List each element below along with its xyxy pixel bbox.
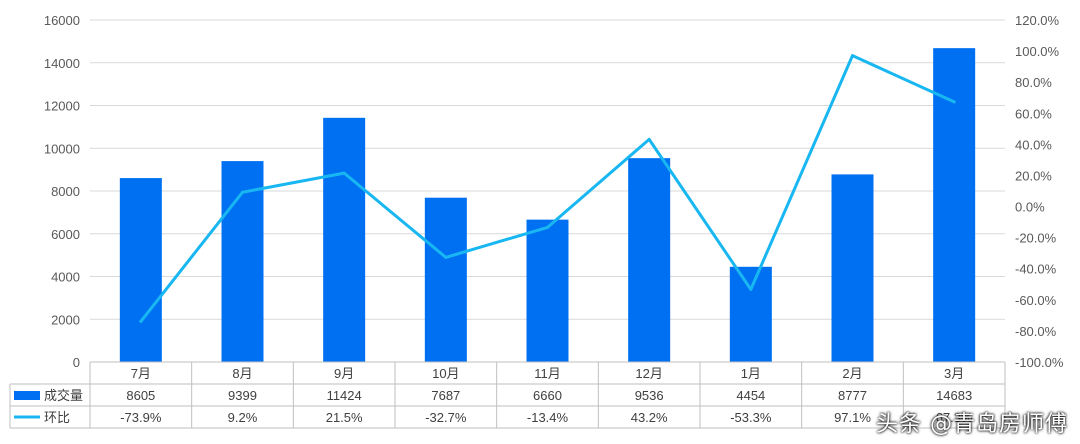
y-right-tick-label: 120.0% — [1015, 13, 1060, 28]
line-point — [647, 137, 651, 141]
table-cell-volume: 7687 — [431, 388, 460, 403]
y-right-tick-label: -80.0% — [1015, 324, 1057, 339]
table-cell-volume: 9399 — [228, 388, 257, 403]
y-left-tick-label: 10000 — [44, 141, 80, 156]
y-left-tick-label: 12000 — [44, 99, 80, 114]
y-left-tick-label: 2000 — [51, 312, 80, 327]
legend-label-huanbi: 环比 — [44, 411, 70, 426]
x-tick-label: 3月 — [944, 366, 964, 381]
bar — [323, 117, 366, 362]
y-right-tick-label: 0.0% — [1015, 200, 1045, 215]
bar — [119, 178, 162, 362]
table-cell-huanbi: 21.5% — [326, 410, 363, 425]
y-left-tick-label: 16000 — [44, 13, 80, 28]
table-cell-volume: 6660 — [533, 388, 562, 403]
x-tick-label: 9月 — [334, 366, 354, 381]
x-tick-label: 1月 — [741, 366, 761, 381]
bar — [729, 266, 772, 362]
table-cell-huanbi: -32.7% — [425, 410, 467, 425]
table-cell-volume: 14683 — [936, 388, 972, 403]
y-right-tick-label: 100.0% — [1015, 44, 1060, 59]
x-tick-label: 7月 — [131, 366, 151, 381]
watermark: 头条 @青岛房师傅 — [876, 412, 1068, 437]
line-point — [851, 54, 854, 58]
bar — [526, 219, 569, 362]
legend-label-volume: 成交量 — [44, 388, 83, 404]
y-right-tick-label: -100.0% — [1015, 355, 1064, 370]
table-cell-huanbi: 43.2% — [631, 410, 668, 425]
line-point — [241, 190, 244, 194]
y-left-tick-label: 4000 — [51, 270, 80, 285]
y-right-tick-label: 20.0% — [1015, 168, 1052, 183]
y-left-tick-label: 6000 — [51, 227, 80, 242]
table-cell-volume: 9536 — [635, 388, 664, 403]
x-tick-label: 8月 — [232, 366, 252, 381]
x-tick-label: 2月 — [842, 366, 862, 381]
x-tick-label: 10月 — [432, 366, 459, 381]
bar — [628, 158, 671, 362]
table-cell-huanbi: 67.3% — [936, 410, 973, 425]
legend-swatch-bar — [14, 391, 40, 400]
bar — [831, 174, 874, 362]
bar — [424, 197, 467, 362]
y-right-tick-label: -60.0% — [1015, 293, 1057, 308]
line-point — [444, 255, 448, 259]
y-left-tick-label: 0 — [73, 355, 80, 370]
x-tick-label: 12月 — [635, 366, 662, 381]
line-point — [342, 171, 346, 175]
y-left-tick-label: 14000 — [44, 56, 80, 71]
y-right-tick-label: 60.0% — [1015, 106, 1052, 121]
table-cell-huanbi: 97.1% — [834, 410, 871, 425]
y-right-tick-label: -40.0% — [1015, 262, 1057, 277]
table-cell-huanbi: -53.3% — [730, 410, 772, 425]
table-cell-huanbi: 9.2% — [228, 410, 258, 425]
line-point — [952, 100, 956, 104]
table-cell-huanbi: -73.9% — [120, 410, 162, 425]
line-point — [546, 225, 549, 229]
y-right-tick-label: 40.0% — [1015, 137, 1052, 152]
y-right-tick-label: -20.0% — [1015, 231, 1057, 246]
line-point — [749, 287, 753, 291]
line-point — [139, 319, 143, 323]
table-cell-volume: 8605 — [126, 388, 155, 403]
x-tick-label: 11月 — [534, 366, 561, 381]
table-cell-volume: 11424 — [327, 388, 362, 403]
table-cell-huanbi: -13.4% — [527, 410, 569, 425]
table-cell-volume: 8777 — [838, 388, 867, 403]
table-cell-volume: 4454 — [736, 388, 765, 403]
y-right-tick-label: 80.0% — [1015, 75, 1052, 90]
y-left-tick-label: 8000 — [51, 184, 80, 199]
